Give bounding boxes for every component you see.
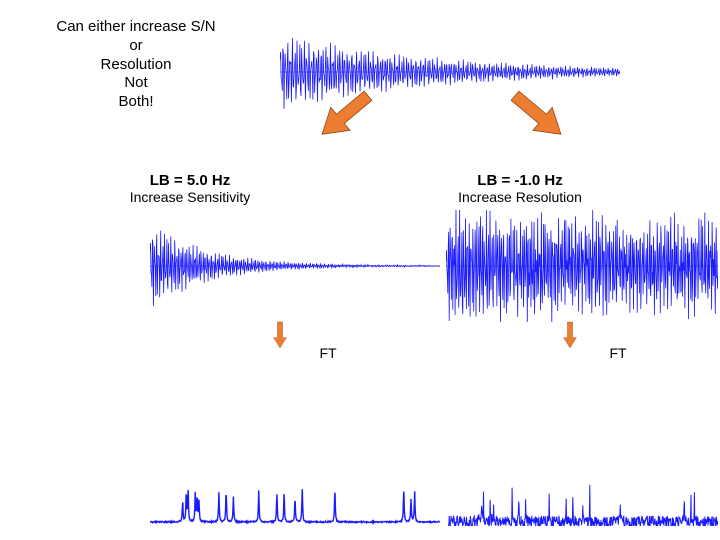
title-line-4: Both!: [118, 93, 153, 110]
arrow-top-right: [508, 89, 568, 141]
ft-label-right: FT: [598, 345, 638, 361]
fid-left: [150, 218, 440, 314]
title-line-0: Can either increase S/N: [56, 18, 215, 35]
title-block: Can either increase S/N or Resolution No…: [36, 18, 236, 112]
title-line-1: or: [129, 37, 142, 54]
spectrum-right: [448, 408, 718, 526]
label-right-bold: LB = -1.0 Hz: [420, 172, 620, 189]
title-line-3: Not: [124, 74, 147, 91]
ft-left-text: FT: [319, 345, 336, 361]
label-left-sub: Increase Sensitivity: [90, 189, 290, 205]
ft-label-left: FT: [308, 345, 348, 361]
arrow-ft-right: [557, 307, 583, 363]
title-line-2: Resolution: [101, 56, 172, 73]
label-left: LB = 5.0 Hz Increase Sensitivity: [90, 172, 290, 205]
fid-right: [446, 210, 718, 322]
arrow-ft-left: [267, 307, 293, 363]
label-right-sub: Increase Resolution: [420, 189, 620, 205]
ft-right-text: FT: [609, 345, 626, 361]
label-right: LB = -1.0 Hz Increase Resolution: [420, 172, 620, 205]
label-left-bold: LB = 5.0 Hz: [90, 172, 290, 189]
arrow-top-left: [315, 89, 375, 141]
spectrum-left: [150, 408, 440, 526]
